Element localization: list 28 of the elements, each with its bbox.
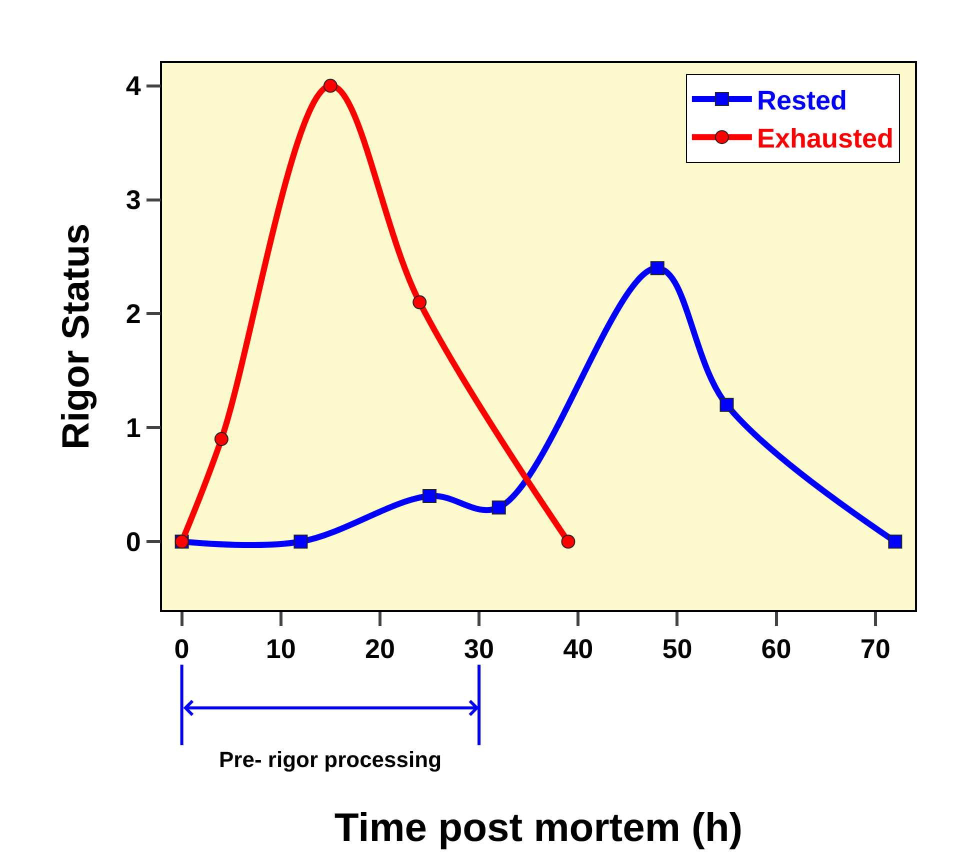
y-tick-label: 2	[126, 299, 141, 330]
point	[492, 500, 506, 514]
point	[323, 78, 338, 93]
x-tick-label: 20	[364, 634, 395, 664]
text: Pre- rigor processing	[219, 747, 442, 772]
x-tick-label: 30	[464, 634, 494, 664]
x-tick-label: 50	[662, 634, 692, 664]
point	[422, 489, 437, 504]
point	[412, 295, 427, 310]
point	[720, 398, 734, 412]
x-tick-label: 0	[174, 634, 190, 664]
y-tick-label: 3	[126, 185, 141, 216]
legend-label: Rested	[756, 86, 847, 116]
point	[888, 534, 902, 549]
point	[214, 432, 228, 446]
x-tick-label: 40	[563, 634, 594, 664]
y-axis-title: Rigor Status	[56, 224, 98, 450]
y-tick-label: 4	[126, 71, 141, 102]
y-tick-label: 1	[126, 413, 141, 444]
x-tick-label: 70	[860, 634, 890, 664]
x-tick-label: 60	[761, 634, 792, 664]
point	[294, 534, 308, 549]
x-axis-title: Time post mortem (h)	[334, 806, 743, 850]
legend-label: Exhausted	[756, 124, 894, 154]
x-tick-label: 10	[266, 634, 296, 664]
point	[561, 534, 576, 549]
y-tick-label: 0	[126, 527, 141, 558]
point	[650, 261, 664, 276]
